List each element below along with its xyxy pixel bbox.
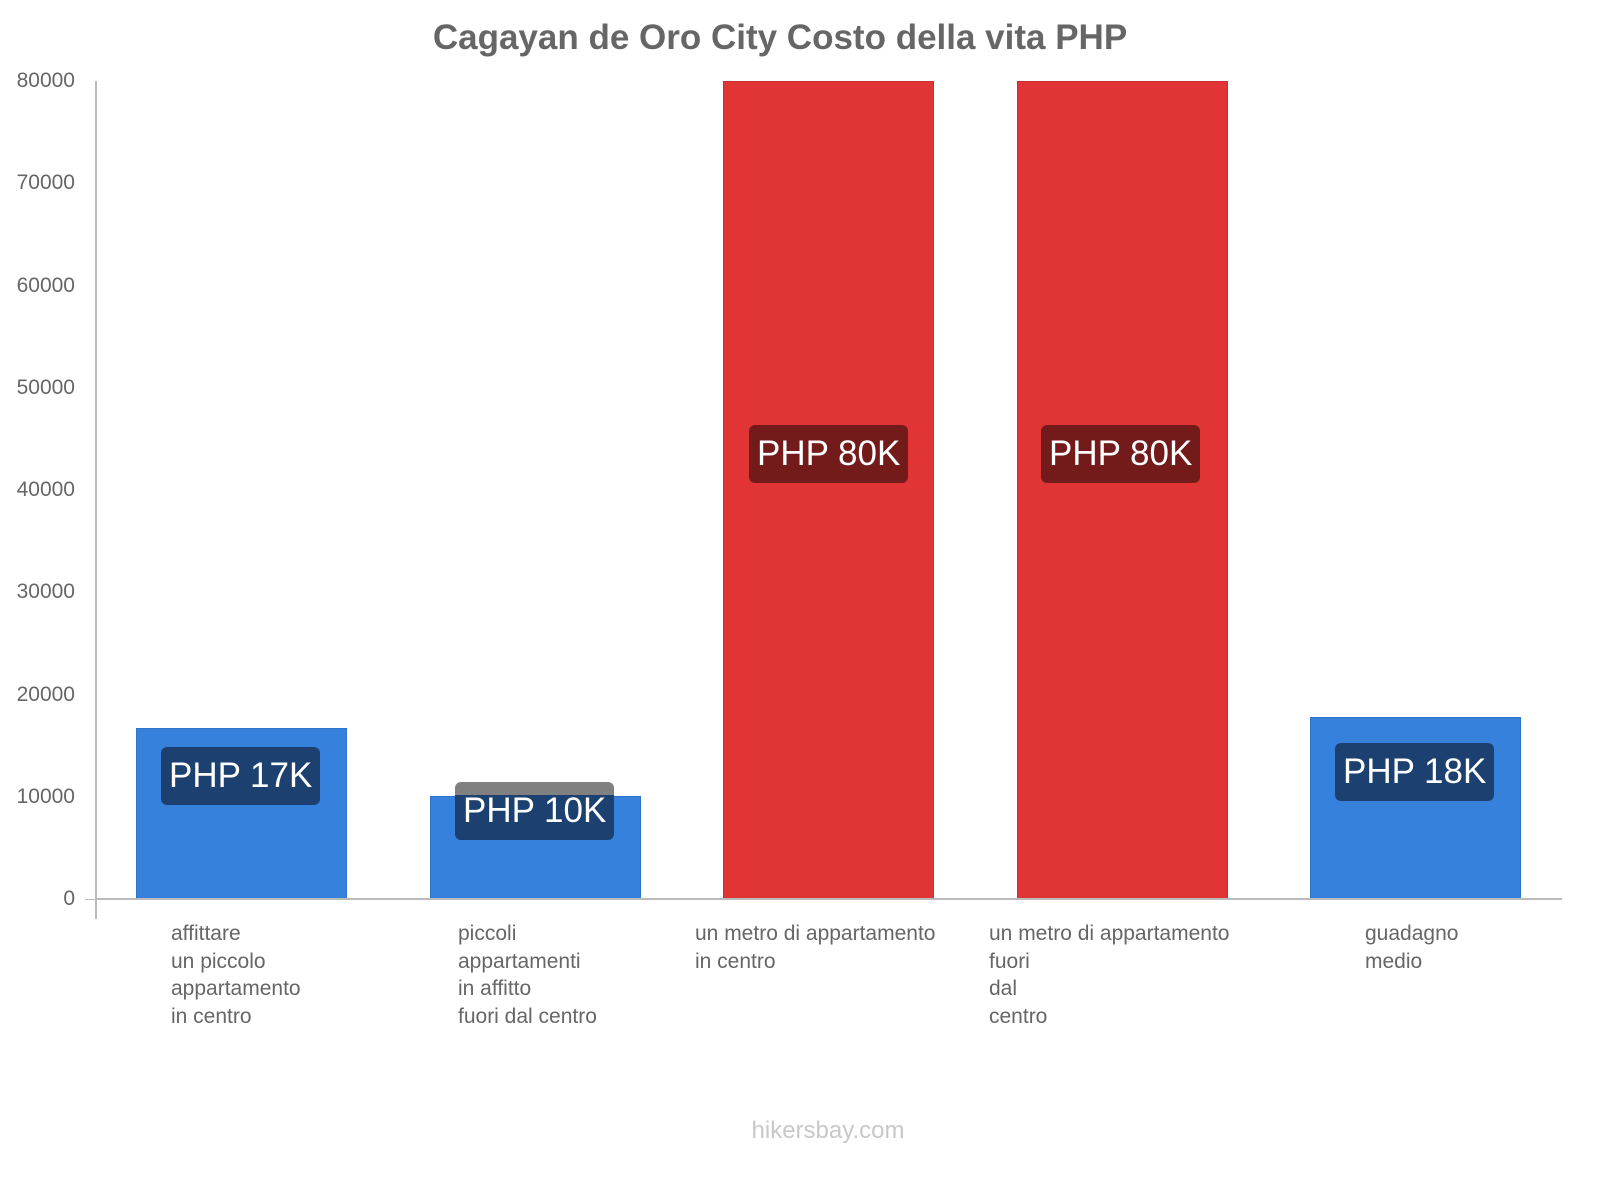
value-label: PHP 18K [1335, 743, 1495, 801]
y-tick-label: 80000 [16, 69, 75, 92]
y-tick-label: 70000 [16, 171, 75, 194]
x-category-label: un metro di appartamento fuori dal centr… [989, 922, 1230, 1028]
y-tick-label: 0 [63, 887, 75, 910]
value-label: PHP 10K [455, 782, 615, 840]
x-category-label: affittare un piccolo appartamento in cen… [171, 922, 301, 1028]
y-tick-label: 20000 [16, 683, 75, 706]
y-axis-line [95, 81, 97, 919]
x-category-label: un metro di appartamento in centro [695, 922, 936, 973]
y-tick-label: 60000 [16, 274, 75, 297]
value-label: PHP 80K [749, 425, 909, 483]
bar-sqm-price-center[interactable] [723, 81, 934, 899]
y-tick-label: 40000 [16, 478, 75, 501]
bar-sqm-price-outside[interactable] [1017, 81, 1228, 899]
y-tick-label: 50000 [16, 376, 75, 399]
y-zero-tick [85, 899, 95, 900]
value-label: PHP 17K [161, 747, 321, 805]
x-category-label: piccoli appartamenti in affitto fuori da… [458, 922, 597, 1028]
y-tick-label: 30000 [16, 580, 75, 603]
watermark: hikersbay.com [751, 1117, 905, 1144]
x-axis-line [95, 898, 1562, 900]
value-label: PHP 80K [1041, 425, 1201, 483]
chart-title: Cagayan de Oro City Costo della vita PHP [432, 18, 1128, 57]
y-tick-label: 10000 [16, 785, 75, 808]
x-category-label: guadagno medio [1365, 922, 1459, 973]
